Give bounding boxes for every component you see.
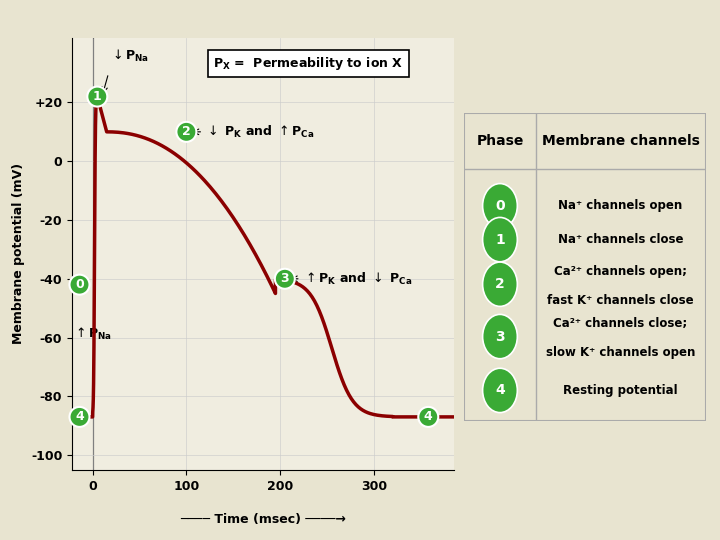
Text: P$_{\mathregular{X}}$ =  Permeability to ion X: P$_{\mathregular{X}}$ = Permeability to … xyxy=(213,55,404,72)
Text: Na⁺ channels close: Na⁺ channels close xyxy=(558,233,683,246)
Text: 3: 3 xyxy=(495,329,505,343)
Text: 0: 0 xyxy=(495,199,505,213)
Y-axis label: Membrane potential (mV): Membrane potential (mV) xyxy=(12,163,25,345)
Text: $\downarrow$ P$_{\mathregular{K}}$ and $\uparrow$P$_{\mathregular{Ca}}$: $\downarrow$ P$_{\mathregular{K}}$ and $… xyxy=(205,124,315,140)
Text: 1: 1 xyxy=(93,90,102,103)
Text: Na⁺ channels open: Na⁺ channels open xyxy=(559,199,683,212)
Text: ──── Time (msec) ────→: ──── Time (msec) ────→ xyxy=(180,513,346,526)
Text: 0: 0 xyxy=(75,278,84,291)
Circle shape xyxy=(482,218,518,262)
Circle shape xyxy=(482,314,518,359)
Circle shape xyxy=(482,184,518,228)
Text: Membrane channels: Membrane channels xyxy=(541,134,700,148)
Text: Ca²⁺ channels open;: Ca²⁺ channels open; xyxy=(554,265,687,278)
Text: slow K⁺ channels open: slow K⁺ channels open xyxy=(546,346,696,359)
Text: $\uparrow$P$_{\mathregular{Na}}$: $\uparrow$P$_{\mathregular{Na}}$ xyxy=(73,326,112,342)
Text: Phase: Phase xyxy=(477,134,523,148)
Text: 4: 4 xyxy=(424,410,433,423)
Text: Ca²⁺ channels close;: Ca²⁺ channels close; xyxy=(554,317,688,330)
Text: 2: 2 xyxy=(182,125,191,138)
Text: $\uparrow$P$_{\mathregular{K}}$ and $\downarrow$ P$_{\mathregular{Ca}}$: $\uparrow$P$_{\mathregular{K}}$ and $\do… xyxy=(302,271,412,287)
Text: 1: 1 xyxy=(495,233,505,247)
Text: 2: 2 xyxy=(495,277,505,291)
Text: 3: 3 xyxy=(281,272,289,285)
Text: Resting potential: Resting potential xyxy=(563,384,678,397)
Circle shape xyxy=(482,262,518,306)
Text: 4: 4 xyxy=(495,383,505,397)
Text: fast K⁺ channels close: fast K⁺ channels close xyxy=(547,294,694,307)
Text: 4: 4 xyxy=(75,410,84,423)
Text: $\downarrow$P$_{\mathregular{Na}}$: $\downarrow$P$_{\mathregular{Na}}$ xyxy=(110,48,150,64)
Circle shape xyxy=(482,368,518,413)
